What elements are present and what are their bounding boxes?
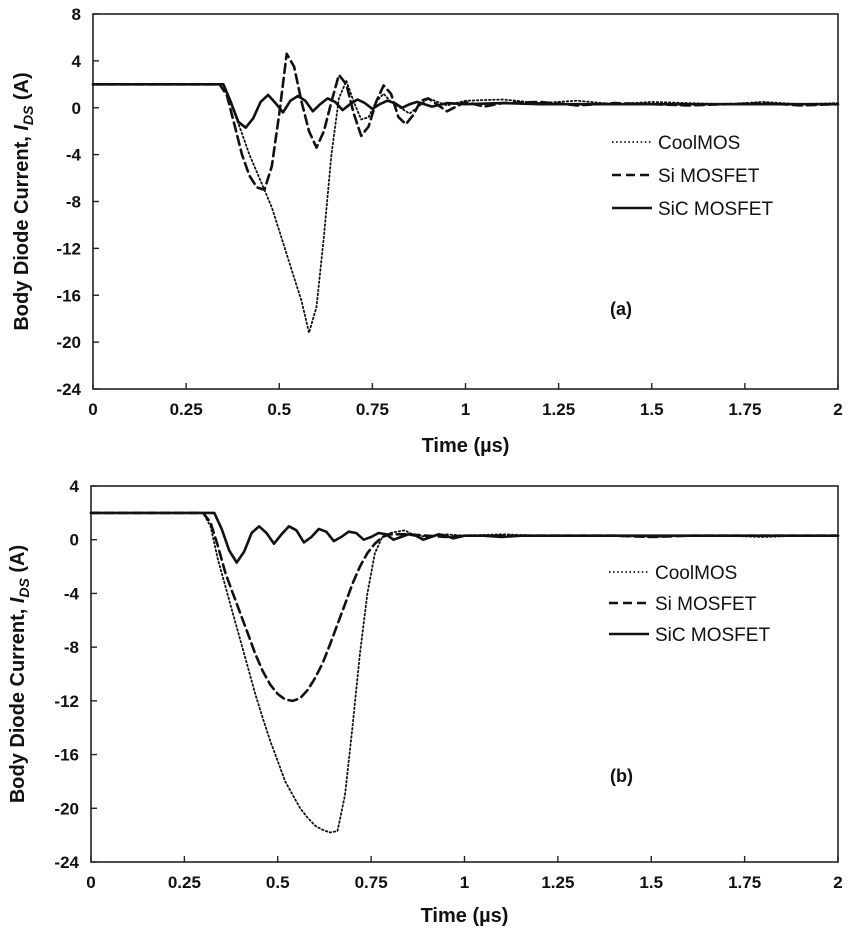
series-line-si-mosfet (89, 511, 840, 703)
y-tick-label: -12 (56, 239, 81, 258)
y-tick-label: -12 (54, 692, 79, 711)
x-tick-label: 1 (460, 873, 469, 892)
y-axis-title-subscript: DS (20, 105, 36, 125)
x-tick-label: 1.25 (542, 400, 575, 419)
legend: CoolMOS Si MOSFET SiC MOSFET (609, 563, 770, 646)
x-tick-label: 0.5 (266, 873, 290, 892)
y-tick-label: -20 (56, 333, 81, 352)
x-tick-label: 1.75 (728, 400, 761, 419)
chart-panel-b: 4 0 -4 -8 -12 -16 -20 -24 0 0.25 0.5 0.75 1 1.25 1.5 1.… (7, 477, 843, 927)
panel-label: (b) (610, 766, 633, 786)
y-tick-label: -24 (54, 853, 79, 872)
y-axis-title-subscript: DS (16, 577, 32, 597)
series-line-coolmos (90, 512, 839, 834)
series-line-sic-mosfet (91, 83, 840, 129)
y-axis-title-prefix: Body Diode Current, (7, 603, 29, 803)
legend-label: Si MOSFET (655, 594, 757, 615)
plot-frame (90, 485, 839, 863)
x-axis-title: Time (µs) (421, 905, 509, 927)
y-tick-label: -20 (54, 799, 79, 818)
y-axis-title-suffix: (A) (11, 72, 33, 105)
y-tick-label: 0 (72, 99, 81, 118)
x-tick-label: 1.5 (639, 873, 663, 892)
legend-label: SiC MOSFET (658, 199, 773, 220)
x-tick-label: 0.5 (267, 400, 291, 419)
x-tick-label: 1 (461, 400, 470, 419)
y-axis-title-symbol: I (7, 597, 29, 603)
x-tick-label: 0 (86, 873, 95, 892)
y-axis-title: Body Diode Current, IDS (A) (11, 72, 36, 330)
y-tick-label: 4 (72, 52, 82, 71)
x-tick-label: 1.5 (640, 400, 664, 419)
x-tick-label: 1.75 (728, 873, 761, 892)
x-tick-label: 0.25 (170, 400, 203, 419)
legend-label: SiC MOSFET (655, 625, 770, 646)
y-tick-label: -4 (66, 146, 82, 165)
y-tick-label: -4 (64, 584, 80, 603)
y-axis-title: Body Diode Current, IDS (A) (7, 545, 32, 803)
y-axis-title-symbol: I (11, 125, 33, 131)
x-tick-label: 0.75 (356, 400, 389, 419)
y-tick-label: -16 (54, 746, 79, 765)
x-tick-label: 2 (833, 400, 842, 419)
y-axis-title-suffix: (A) (7, 545, 29, 578)
panel-label: (a) (610, 299, 632, 319)
legend-label: Si MOSFET (658, 166, 760, 187)
y-tick-label: 4 (70, 477, 80, 496)
y-axis-title-prefix: Body Diode Current, (11, 131, 33, 331)
x-tick-label: 2 (833, 873, 842, 892)
y-tick-label: -16 (56, 286, 81, 305)
legend-label: CoolMOS (658, 133, 740, 154)
series-line-sic-mosfet (89, 511, 840, 564)
legend-label: CoolMOS (655, 563, 737, 584)
chart-panel-a: 8 4 0 -4 -8 -12 -16 -20 -24 0 0.25 0.5 0.75 1 1.25 1.5 1… (11, 5, 843, 457)
x-tick-label: 0.25 (168, 873, 201, 892)
y-tick-label: -8 (66, 193, 81, 212)
legend: CoolMOS Si MOSFET SiC MOSFET (612, 133, 773, 220)
y-tick-label: 0 (70, 531, 79, 550)
x-tick-label: 1.25 (541, 873, 574, 892)
y-tick-label: -8 (64, 638, 79, 657)
x-tick-label: 0 (88, 400, 97, 419)
x-axis-title: Time (µs) (422, 435, 510, 457)
y-tick-label: -24 (56, 380, 81, 399)
x-tick-label: 0.75 (355, 873, 388, 892)
y-tick-label: 8 (72, 5, 81, 24)
